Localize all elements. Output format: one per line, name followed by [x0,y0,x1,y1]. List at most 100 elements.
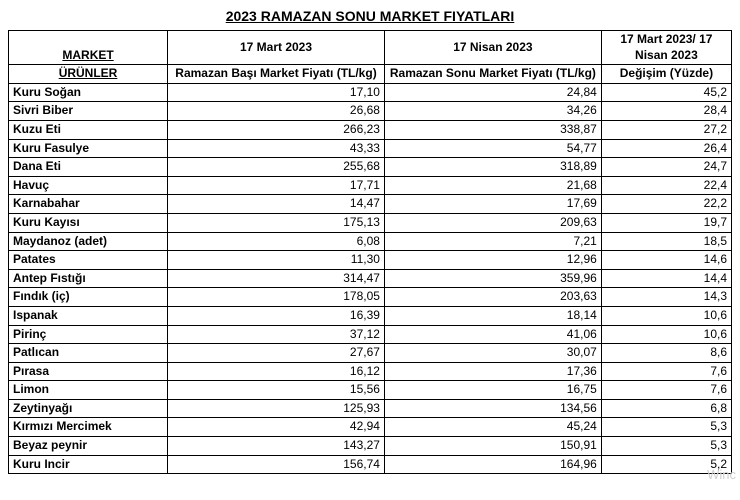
table-row: Dana Eti255,68318,8924,7 [9,158,732,177]
price-start: 27,67 [168,344,385,363]
change-pct: 22,2 [601,195,731,214]
change-pct: 28,4 [601,102,731,121]
price-end: 16,75 [384,381,601,400]
table-row: Karnabahar14,4717,6922,2 [9,195,732,214]
change-pct: 22,4 [601,176,731,195]
price-end: 12,96 [384,251,601,270]
change-pct: 7,6 [601,381,731,400]
header-col1-date: 17 Mart 2023 [168,31,385,65]
table-row: Kuru Incir156,74164,965,2 [9,455,732,474]
change-pct: 24,7 [601,158,731,177]
product-name: Pirinç [9,325,168,344]
header-urunler: ÜRÜNLER [9,65,168,84]
product-name: Maydanoz (adet) [9,232,168,251]
table-row: Kırmızı Mercimek42,9445,245,3 [9,418,732,437]
change-pct: 10,6 [601,325,731,344]
price-start: 42,94 [168,418,385,437]
header-col1-sub: Ramazan Başı Market Fiyatı (TL/kg) [168,65,385,84]
product-name: Kırmızı Mercimek [9,418,168,437]
table-row: Pirinç37,1241,0610,6 [9,325,732,344]
table-row: Patates11,3012,9614,6 [9,251,732,270]
table-row: Havuç17,7121,6822,4 [9,176,732,195]
change-pct: 18,5 [601,232,731,251]
product-name: Kuru Incir [9,455,168,474]
price-end: 134,56 [384,399,601,418]
table-row: Ispanak16,3918,1410,6 [9,306,732,325]
change-pct: 14,4 [601,269,731,288]
price-end: 359,96 [384,269,601,288]
price-end: 41,06 [384,325,601,344]
table-row: Limon15,5616,757,6 [9,381,732,400]
price-start: 37,12 [168,325,385,344]
table-row: Zeytinyağı125,93134,566,8 [9,399,732,418]
price-end: 34,26 [384,102,601,121]
change-pct: 14,6 [601,251,731,270]
price-end: 54,77 [384,139,601,158]
change-pct: 8,6 [601,344,731,363]
header-col3-sub: Değişim (Yüzde) [601,65,731,84]
product-name: Sivri Biber [9,102,168,121]
table-row: Pırasa16,1217,367,6 [9,362,732,381]
price-start: 14,47 [168,195,385,214]
header-col2-date: 17 Nisan 2023 [384,31,601,65]
price-start: 178,05 [168,288,385,307]
price-end: 318,89 [384,158,601,177]
change-pct: 45,2 [601,83,731,102]
table-row: Fındık (iç)178,05203,6314,3 [9,288,732,307]
price-end: 7,21 [384,232,601,251]
price-start: 175,13 [168,213,385,232]
price-end: 18,14 [384,306,601,325]
price-start: 15,56 [168,381,385,400]
product-name: Patates [9,251,168,270]
price-start: 125,93 [168,399,385,418]
price-start: 11,30 [168,251,385,270]
product-name: Havuç [9,176,168,195]
product-name: Patlıcan [9,344,168,363]
product-name: Fındık (iç) [9,288,168,307]
table-row: Antep Fıstığı314,47359,9614,4 [9,269,732,288]
price-start: 16,12 [168,362,385,381]
change-pct: 7,6 [601,362,731,381]
price-end: 17,69 [384,195,601,214]
price-start: 156,74 [168,455,385,474]
product-name: Karnabahar [9,195,168,214]
table-row: Kuru Fasulye43,3354,7726,4 [9,139,732,158]
product-name: Kuru Fasulye [9,139,168,158]
table-row: Sivri Biber26,6834,2628,4 [9,102,732,121]
price-end: 24,84 [384,83,601,102]
product-name: Antep Fıstığı [9,269,168,288]
table-row: Beyaz peynir143,27150,915,3 [9,437,732,456]
header-col2-sub: Ramazan Sonu Market Fiyatı (TL/kg) [384,65,601,84]
product-name: Kuzu Eti [9,120,168,139]
price-start: 255,68 [168,158,385,177]
product-name: Kuru Kayısı [9,213,168,232]
price-end: 30,07 [384,344,601,363]
price-table: MARKET 17 Mart 2023 17 Nisan 2023 17 Mar… [8,30,732,474]
table-row: Patlıcan27,6730,078,6 [9,344,732,363]
change-pct: 14,3 [601,288,731,307]
table-row: Kuru Soğan17,1024,8445,2 [9,83,732,102]
table-row: Maydanoz (adet)6,087,2118,5 [9,232,732,251]
change-pct: 10,6 [601,306,731,325]
price-start: 17,71 [168,176,385,195]
page-title: 2023 RAMAZAN SONU MARKET FIYATLARI [8,8,732,24]
price-start: 26,68 [168,102,385,121]
product-name: Kuru Soğan [9,83,168,102]
price-end: 338,87 [384,120,601,139]
price-end: 164,96 [384,455,601,474]
price-end: 203,63 [384,288,601,307]
price-start: 143,27 [168,437,385,456]
price-start: 17,10 [168,83,385,102]
change-pct: 27,2 [601,120,731,139]
price-start: 43,33 [168,139,385,158]
product-name: Zeytinyağı [9,399,168,418]
change-pct: 19,7 [601,213,731,232]
table-row: Kuru Kayısı175,13209,6319,7 [9,213,732,232]
price-start: 266,23 [168,120,385,139]
product-name: Dana Eti [9,158,168,177]
table-row: Kuzu Eti266,23338,8727,2 [9,120,732,139]
change-pct: 26,4 [601,139,731,158]
price-end: 45,24 [384,418,601,437]
price-start: 6,08 [168,232,385,251]
price-end: 17,36 [384,362,601,381]
